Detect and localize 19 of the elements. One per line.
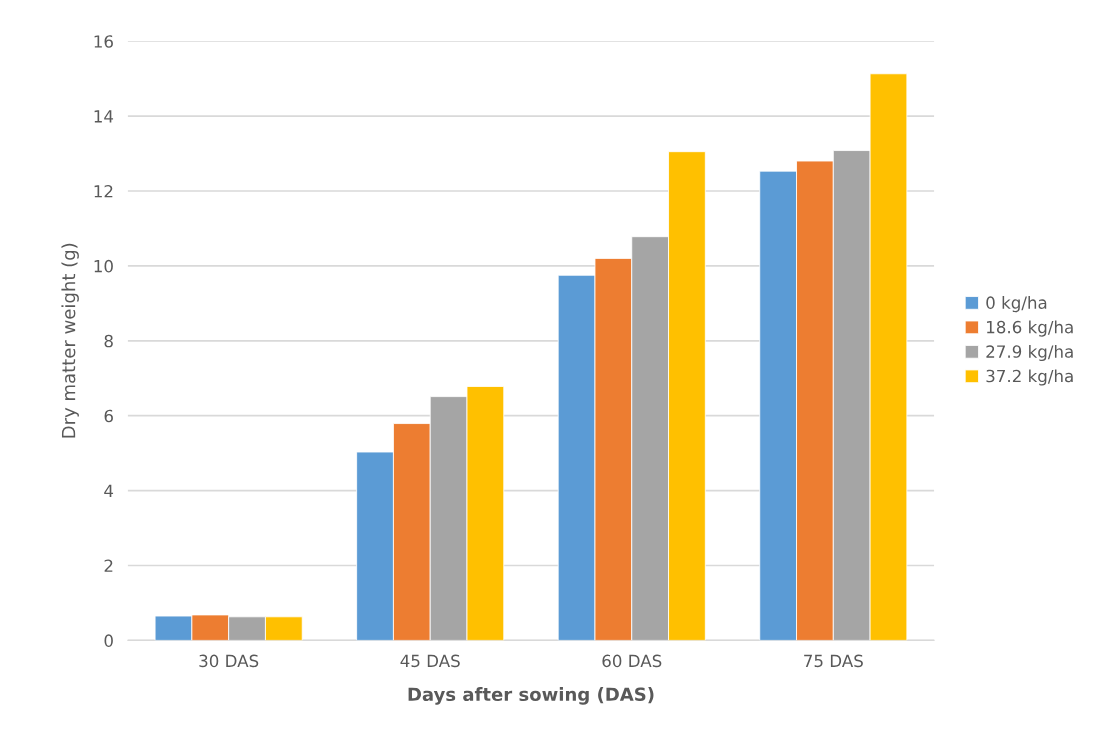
y-tick-label: 4 [104, 484, 114, 497]
legend-label: 18.6 kg/ha [987, 320, 1073, 337]
legend-label: 0 kg/ha [986, 296, 1047, 313]
x-tick-label: 30 DAS [199, 654, 259, 668]
y-tick-label: 0 [104, 634, 113, 647]
y-tick-label: 8 [104, 334, 113, 348]
y-tick-label: 16 [94, 35, 113, 48]
legend-label: 37.2 kg/ha [986, 369, 1073, 386]
x-tick-label: 60 DAS [602, 654, 662, 668]
y-tick-label: 10 [94, 259, 113, 273]
legend-label: 27.9 kg/ha [986, 344, 1073, 362]
x-tick-label: 75 DAS [804, 654, 863, 668]
y-tick-label: 2 [104, 559, 113, 572]
y-tick-label: 14 [94, 110, 114, 123]
x-tick-label: 45 DAS [400, 654, 460, 668]
y-tick-label: 6 [104, 409, 113, 423]
x-axis-title: Days after sowing (DAS) [408, 687, 654, 705]
y-tick-label: 12 [94, 184, 113, 198]
y-axis-title: Dry matter weight (g) [61, 243, 79, 438]
